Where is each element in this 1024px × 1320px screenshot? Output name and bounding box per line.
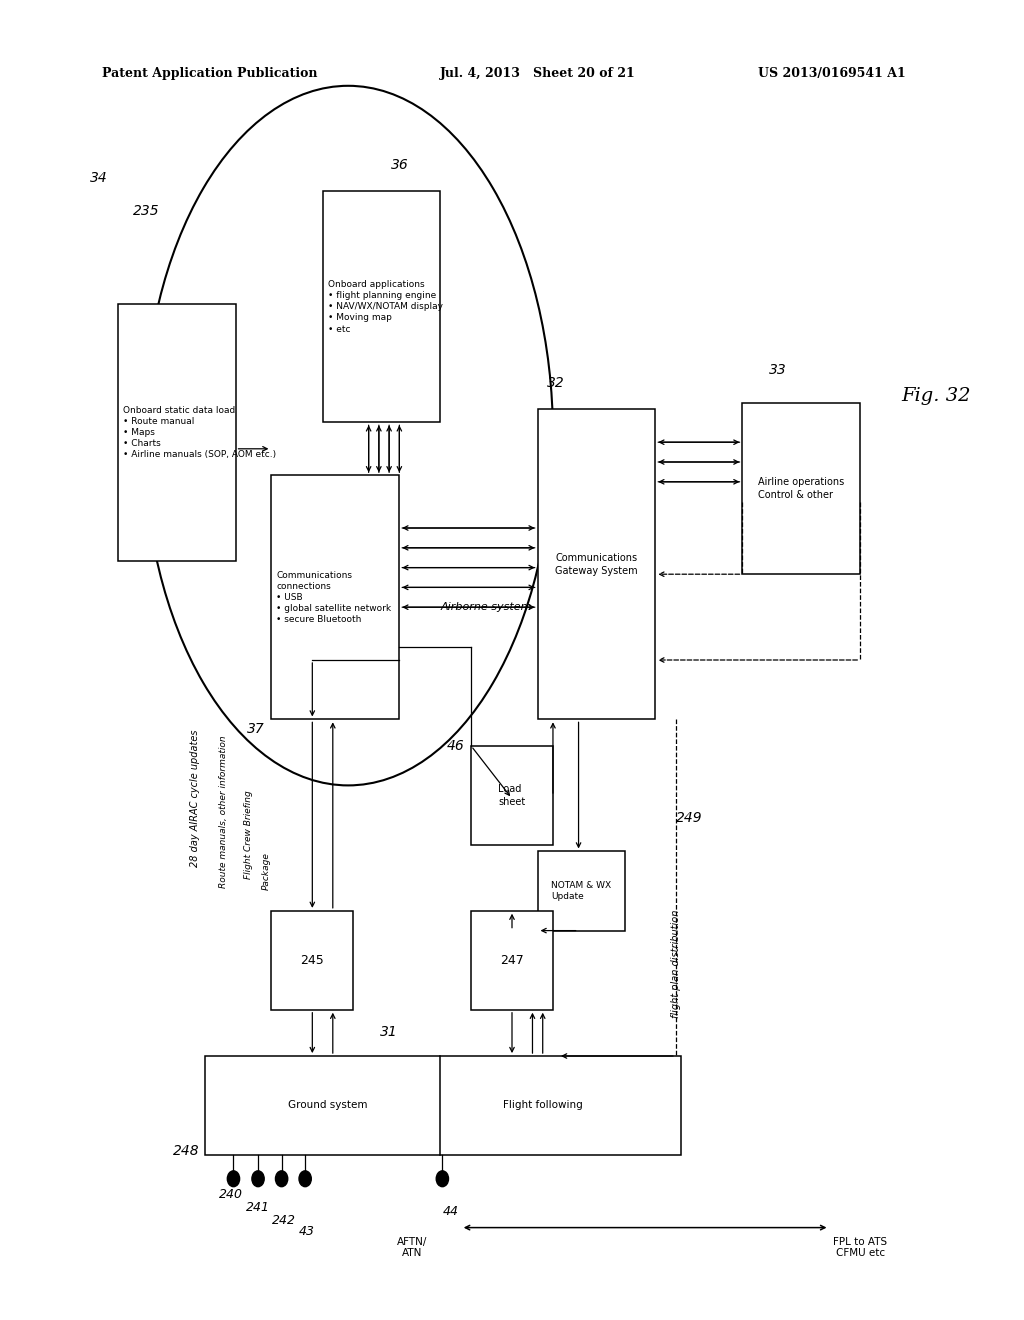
- Text: Flight Crew Briefing: Flight Crew Briefing: [245, 789, 253, 879]
- Bar: [538, 851, 625, 931]
- Bar: [271, 911, 353, 1010]
- Text: US 2013/0169541 A1: US 2013/0169541 A1: [758, 67, 905, 81]
- Text: Package: Package: [262, 853, 270, 890]
- Bar: [118, 304, 236, 561]
- Text: Onboard applications
• flight planning engine
• NAV/WX/NOTAM display
• Moving ma: Onboard applications • flight planning e…: [328, 280, 442, 334]
- Text: 28 day AIRAC cycle updates: 28 day AIRAC cycle updates: [189, 730, 200, 867]
- Text: 248: 248: [173, 1144, 200, 1158]
- Text: 36: 36: [390, 158, 409, 172]
- Circle shape: [252, 1171, 264, 1187]
- Bar: [205, 1056, 681, 1155]
- Text: Fig. 32: Fig. 32: [901, 387, 971, 405]
- Text: Airline operations
Control & other: Airline operations Control & other: [758, 478, 845, 499]
- Text: Communications
connections
• USB
• global satellite network
• secure Bluetooth: Communications connections • USB • globa…: [276, 570, 391, 624]
- Text: Patent Application Publication: Patent Application Publication: [102, 67, 317, 81]
- Bar: [471, 746, 553, 845]
- Text: Flight following: Flight following: [503, 1101, 583, 1110]
- Text: NOTAM & WX
Update: NOTAM & WX Update: [551, 880, 611, 902]
- Text: Ground system: Ground system: [288, 1101, 368, 1110]
- Circle shape: [227, 1171, 240, 1187]
- Circle shape: [436, 1171, 449, 1187]
- Text: 37: 37: [247, 722, 265, 735]
- Bar: [471, 911, 553, 1010]
- Text: Onboard static data load
• Route manual
• Maps
• Charts
• Airline manuals (SOP, : Onboard static data load • Route manual …: [123, 405, 276, 459]
- Text: 240: 240: [219, 1188, 244, 1201]
- Text: 31: 31: [380, 1026, 398, 1039]
- Text: AFTN/
ATN: AFTN/ ATN: [396, 1237, 427, 1258]
- Text: 242: 242: [271, 1214, 296, 1228]
- Bar: [742, 403, 860, 574]
- Text: flight plan distribution: flight plan distribution: [671, 909, 681, 1018]
- Text: 34: 34: [90, 172, 109, 185]
- Text: 245: 245: [300, 954, 325, 966]
- Text: 247: 247: [500, 954, 524, 966]
- Circle shape: [299, 1171, 311, 1187]
- Text: 249: 249: [676, 812, 702, 825]
- Bar: [538, 409, 655, 719]
- Text: 241: 241: [246, 1201, 270, 1214]
- Bar: [271, 475, 399, 719]
- Text: 33: 33: [769, 363, 787, 376]
- Text: 46: 46: [446, 739, 465, 752]
- Bar: [323, 191, 440, 422]
- Text: Load
sheet: Load sheet: [499, 784, 525, 807]
- Text: 44: 44: [442, 1205, 459, 1218]
- Text: Route manuals, other information: Route manuals, other information: [219, 735, 227, 888]
- Text: Airborne system: Airborne system: [440, 602, 532, 612]
- Text: 43: 43: [299, 1225, 315, 1238]
- Text: Jul. 4, 2013   Sheet 20 of 21: Jul. 4, 2013 Sheet 20 of 21: [440, 67, 636, 81]
- Text: Communications
Gateway System: Communications Gateway System: [555, 553, 638, 576]
- Circle shape: [275, 1171, 288, 1187]
- Text: 32: 32: [547, 376, 565, 389]
- Text: 235: 235: [133, 205, 160, 218]
- Text: FPL to ATS
CFMU etc: FPL to ATS CFMU etc: [834, 1237, 887, 1258]
